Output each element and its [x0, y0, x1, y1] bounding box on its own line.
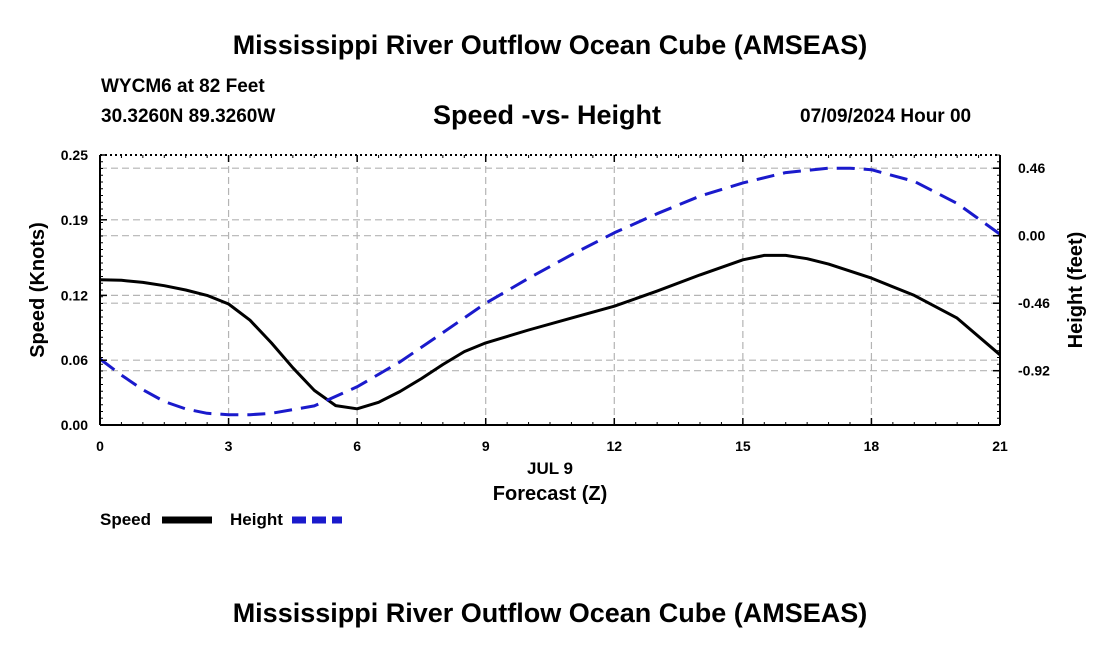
y-tick-label: 0.00 — [61, 417, 88, 433]
grid-layer — [100, 155, 1000, 425]
station-label: WYCM6 at 82 Feet — [101, 76, 265, 97]
x-tick-label: 0 — [96, 438, 104, 454]
bottom-title: Mississippi River Outflow Ocean Cube (AM… — [232, 598, 868, 628]
y2-tick-label: -0.92 — [1018, 363, 1050, 379]
axis-ticks — [99, 154, 1001, 426]
legend-label-height: Height — [230, 510, 283, 529]
main-title: Mississippi River Outflow Ocean Cube (AM… — [232, 30, 868, 60]
y-tick-label: 0.25 — [61, 147, 88, 163]
plot-frame — [99, 154, 1001, 426]
y2-axis-title: Height (feet) — [1065, 232, 1087, 349]
speed-series-line — [99, 253, 1001, 411]
legend-label-speed: Speed — [100, 510, 151, 529]
y-tick-label: 0.06 — [61, 352, 88, 368]
station-coordinates: 30.3260N 89.3260W — [101, 106, 276, 127]
x-tick-label: 3 — [225, 438, 233, 454]
x-axis-title: Forecast (Z) — [493, 483, 607, 505]
y2-tick-label: 0.00 — [1018, 228, 1045, 244]
x-date-label: JUL 9 — [527, 459, 573, 478]
x-tick-label: 9 — [482, 438, 490, 454]
axis-labels: 0 3 6 9 12 15 18 21 0.00 0.06 0.12 0.19 0.25 -0.92 -0.… — [27, 147, 1087, 505]
x-tick-label: 21 — [992, 438, 1008, 454]
legend: Speed Height — [100, 510, 342, 529]
chart-subtitle: Speed -vs- Height — [433, 100, 662, 130]
x-tick-label: 6 — [353, 438, 361, 454]
forecast-datetime: 07/09/2024 Hour 00 — [800, 106, 972, 127]
y2-tick-label: 0.46 — [1018, 160, 1045, 176]
x-tick-label: 12 — [606, 438, 622, 454]
y-axis-title: Speed (Knots) — [27, 222, 49, 358]
y-tick-label: 0.12 — [61, 287, 88, 303]
series-layer — [99, 166, 1001, 417]
y-tick-label: 0.19 — [61, 212, 88, 228]
x-tick-label: 18 — [864, 438, 880, 454]
y2-tick-label: -0.46 — [1018, 295, 1050, 311]
x-tick-label: 15 — [735, 438, 751, 454]
height-series-line — [99, 166, 1001, 417]
